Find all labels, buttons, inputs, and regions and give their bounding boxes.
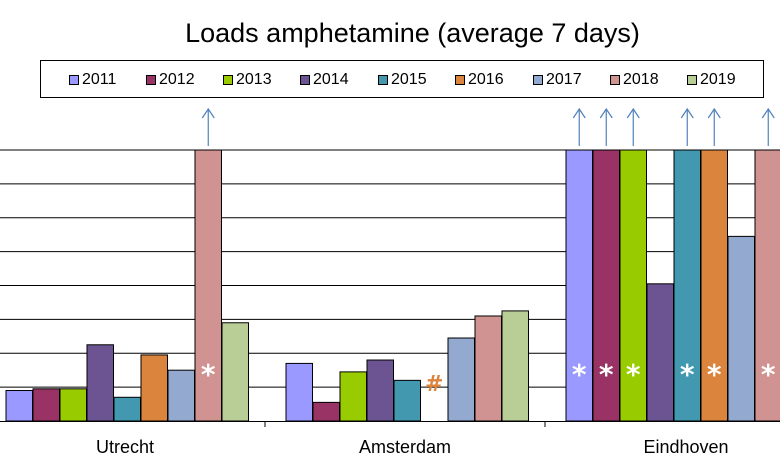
offscale-arrowhead <box>626 107 640 119</box>
bar-utrecht-2019 <box>221 322 249 422</box>
legend-item-2019: 2019 <box>687 71 736 89</box>
bar-eindhoven-2012 <box>592 149 620 422</box>
bar-eindhoven-2015 <box>673 149 701 422</box>
bar-marker: * <box>572 358 587 391</box>
bar-amsterdam-2012 <box>312 401 340 422</box>
bar-amsterdam-2014 <box>366 359 394 422</box>
legend-item-2011: 2011 <box>69 71 116 89</box>
bar-utrecht-2016 <box>140 354 168 422</box>
legend-item-2018: 2018 <box>610 71 659 89</box>
bar-utrecht-2014 <box>86 344 114 422</box>
legend-item-2017: 2017 <box>533 71 582 89</box>
legend-swatch <box>610 75 620 85</box>
category-label: Utrecht <box>96 437 154 457</box>
legend-label: 2011 <box>82 71 117 88</box>
bar-utrecht-2015 <box>113 396 141 422</box>
chart-title: Loads amphetamine (average 7 days) <box>185 18 640 48</box>
bar-eindhoven-2013 <box>619 149 647 422</box>
bar-amsterdam-2019 <box>501 310 529 422</box>
offscale-arrowhead <box>599 107 613 119</box>
legend-item-2014: 2014 <box>300 71 349 89</box>
legend-label: 2015 <box>391 71 427 88</box>
legend-label: 2016 <box>468 71 504 88</box>
bar-marker: * <box>599 358 614 391</box>
legend-swatch <box>455 75 465 85</box>
offscale-arrowhead <box>707 107 721 119</box>
legend-label: 2018 <box>623 71 659 88</box>
category-label: Amsterdam <box>359 437 451 457</box>
legend-item-2016: 2016 <box>455 71 504 89</box>
bar-eindhoven-2017 <box>727 235 755 422</box>
legend-label: 2019 <box>700 71 736 88</box>
legend-swatch <box>687 75 697 85</box>
legend-label: 2014 <box>313 71 349 88</box>
legend-item-2015: 2015 <box>378 71 427 89</box>
bar-amsterdam-2017 <box>447 337 475 422</box>
bar-eindhoven-2018 <box>754 149 780 422</box>
legend-swatch <box>69 75 79 85</box>
bar-utrecht-2011 <box>5 390 33 422</box>
legend-swatch <box>300 75 310 85</box>
offscale-arrowhead <box>680 107 694 119</box>
offscale-arrowhead <box>572 107 586 119</box>
offscale-arrowhead <box>201 107 215 119</box>
legend-label: 2012 <box>159 71 195 88</box>
legend-swatch <box>378 75 388 85</box>
legend-label: 2013 <box>236 71 272 88</box>
bar-marker: * <box>626 358 641 391</box>
bar-marker: * <box>201 358 216 391</box>
bar-amsterdam-2015 <box>393 379 421 422</box>
legend-item-2013: 2013 <box>223 71 272 89</box>
bar-utrecht-2018 <box>194 149 222 422</box>
bar-amsterdam-2011 <box>285 362 313 422</box>
bar-utrecht-2013 <box>59 388 87 422</box>
bar-amsterdam-2013 <box>339 371 367 422</box>
bar-marker: # <box>425 372 443 397</box>
legend: 2011 2012 2013 2014 2015 2016 2017 2018 2019 <box>40 60 764 98</box>
bar-eindhoven-2014 <box>646 283 674 422</box>
legend-item-2012: 2012 <box>146 71 195 89</box>
category-label: Eindhoven <box>643 437 728 457</box>
bar-utrecht-2017 <box>167 369 195 422</box>
bar-marker: * <box>707 358 722 391</box>
bar-utrecht-2012 <box>32 388 60 422</box>
bar-marker: * <box>680 358 695 391</box>
legend-swatch <box>223 75 233 85</box>
bar-amsterdam-2018 <box>474 315 502 422</box>
legend-label: 2017 <box>546 71 582 88</box>
bar-marker: * <box>761 358 776 391</box>
legend-swatch <box>146 75 156 85</box>
legend-swatch <box>533 75 543 85</box>
offscale-arrowhead <box>761 107 775 119</box>
